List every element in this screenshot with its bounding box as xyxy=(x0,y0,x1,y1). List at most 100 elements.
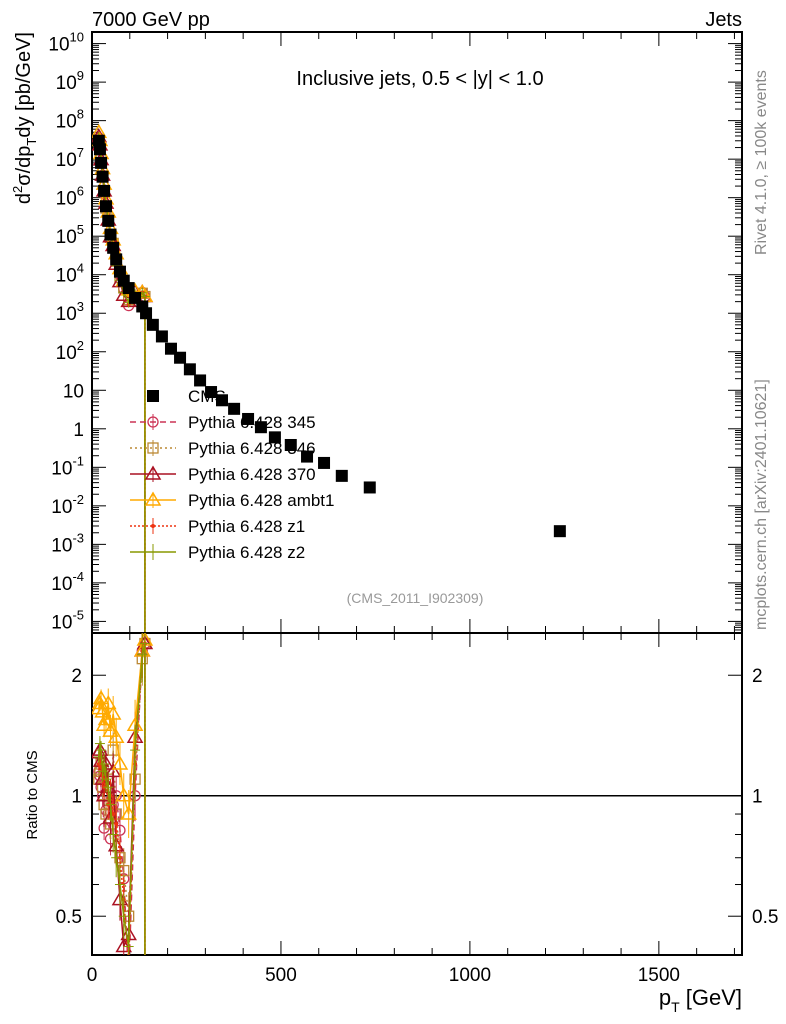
ratio-y-tick-label: 0.5 xyxy=(56,907,82,928)
y-tick-label: 1010 xyxy=(48,30,84,56)
x-axis-label: pT [GeV] xyxy=(659,985,742,1015)
cms-data-point xyxy=(102,214,115,227)
y-tick-label: 102 xyxy=(56,338,84,364)
cms-data-point xyxy=(194,374,207,387)
ratio-marker-z1 xyxy=(114,821,119,826)
y-tick-label: 10-3 xyxy=(51,530,84,556)
y-tick-label: 1 xyxy=(73,420,84,441)
cms-data-point xyxy=(301,450,314,463)
ratio-marker-ambt1 xyxy=(104,705,122,720)
legend-label: Pythia 6.428 346 xyxy=(188,439,316,458)
ratio-marker-ambt1 xyxy=(102,722,119,737)
legend-item-ambt1: Pythia 6.428 ambt1 xyxy=(130,491,334,510)
cms-data-point xyxy=(122,282,135,295)
ratio-y-tick-label-right: 2 xyxy=(752,666,763,687)
main-panel: 101010910810710610510410310210110-110-21… xyxy=(48,30,743,634)
ratio-y-tick-label-right: 1 xyxy=(752,787,763,808)
analysis-label: (CMS_2011_I902309) xyxy=(347,590,484,606)
legend: CMS Pythia 6.428 345 Pythia 6.428 346 Pythi… xyxy=(130,387,334,562)
cms-data-point xyxy=(164,342,177,355)
legend-marker xyxy=(151,524,155,528)
y-tick-label: 10-4 xyxy=(51,569,84,595)
y-tick-label: 10-1 xyxy=(51,453,84,479)
cms-data-point xyxy=(107,241,120,254)
cms-data-point xyxy=(254,421,267,434)
cms-data-point xyxy=(99,200,112,213)
cms-data-point xyxy=(284,438,297,451)
cms-data-point xyxy=(96,170,109,183)
cms-data-point xyxy=(205,386,218,399)
y-tick-label: 105 xyxy=(56,222,84,248)
cms-data-point xyxy=(110,253,123,266)
y-tick-label: 107 xyxy=(56,145,84,171)
cms-data-point xyxy=(93,143,106,156)
legend-label: Pythia 6.428 z2 xyxy=(188,543,305,562)
ratio-marker-370 xyxy=(115,938,133,953)
side-label-mcplots: mcplots.cern.ch [arXiv:2401.10621] xyxy=(753,379,770,630)
ratio-marker-ambt1 xyxy=(99,694,117,710)
ratio-panel: 0 500 1000 1500 2 2 1 1 0.5 0.5 xyxy=(56,32,778,986)
x-tick-label: 0 xyxy=(87,965,98,986)
cms-data-point xyxy=(146,318,159,331)
cms-data-point xyxy=(318,456,331,469)
legend-marker xyxy=(147,442,159,454)
main-series xyxy=(92,123,566,633)
y-tick-label: 106 xyxy=(56,184,84,210)
cms-data-point xyxy=(216,394,228,407)
main-ylabel: d2σ/dpTdy [pb/GeV] xyxy=(10,32,39,204)
y-tick-label: 103 xyxy=(56,299,84,325)
legend-marker xyxy=(144,465,162,480)
legend-item-cms: CMS xyxy=(147,387,226,406)
cms-data-point xyxy=(98,184,111,197)
ratio-marker-370 xyxy=(104,762,122,778)
chart-title: Inclusive jets, 0.5 < |y| < 1.0 xyxy=(296,68,543,90)
y-tick-label: 104 xyxy=(56,261,84,287)
y-tick-label: 108 xyxy=(56,107,84,133)
legend-item-z1: Pythia 6.428 z1 xyxy=(130,517,305,536)
legend-label: Pythia 6.428 345 xyxy=(188,413,316,432)
y-tick-label: 10-2 xyxy=(51,492,84,518)
cms-data-point xyxy=(553,525,566,538)
cms-data-point xyxy=(113,265,126,278)
cms-data-point xyxy=(228,402,241,415)
ratio-marker-z1 xyxy=(127,962,131,966)
cms-data-point xyxy=(363,481,376,494)
legend-item-345: Pythia 6.428 345 xyxy=(130,413,316,432)
ratio-marker-ambt1 xyxy=(115,787,133,802)
legend-label: Pythia 6.428 ambt1 xyxy=(188,491,334,510)
y-tick-label: 109 xyxy=(56,68,84,94)
cms-data-point xyxy=(104,228,117,241)
cms-data-point xyxy=(95,156,108,169)
ratio-ylabel: Ratio to CMS xyxy=(24,750,41,839)
cms-data-point xyxy=(335,469,348,482)
legend-label: CMS xyxy=(188,387,226,406)
ratio-marker-ambt1 xyxy=(111,755,129,770)
legend-label: Pythia 6.428 370 xyxy=(188,465,316,484)
legend-label: Pythia 6.428 z1 xyxy=(188,517,305,536)
cms-data-point xyxy=(268,431,281,444)
cms-data-point xyxy=(242,412,255,425)
ratio-marker-ambt1 xyxy=(107,728,125,743)
legend-marker xyxy=(147,416,159,428)
ratio-marker-ambt1 xyxy=(92,689,110,705)
ratio-frame xyxy=(91,632,743,956)
ratio-marker-370 xyxy=(102,809,119,824)
x-tick-label: 1500 xyxy=(638,965,680,986)
header-left: 7000 GeV pp xyxy=(92,9,210,31)
ratio-marker-345 xyxy=(124,973,134,983)
ratio-series xyxy=(92,633,154,983)
legend-item-z2: Pythia 6.428 z2 xyxy=(130,543,305,562)
ratio-y-tick-label-right: 0.5 xyxy=(752,907,778,928)
y-tick-label: 10 xyxy=(63,381,84,402)
y-tick-label: 10-5 xyxy=(51,607,84,633)
header-right: Jets xyxy=(705,9,742,31)
legend-marker xyxy=(147,390,159,402)
cms-data-point xyxy=(174,351,187,364)
side-label-rivet: Rivet 4.1.0, ≥ 100k events xyxy=(753,70,770,255)
cms-data-point xyxy=(183,363,196,376)
x-tick-label: 500 xyxy=(265,965,297,986)
legend-marker xyxy=(144,491,162,506)
ratio-marker-ambt1 xyxy=(120,805,137,820)
cms-data-point xyxy=(155,330,168,343)
